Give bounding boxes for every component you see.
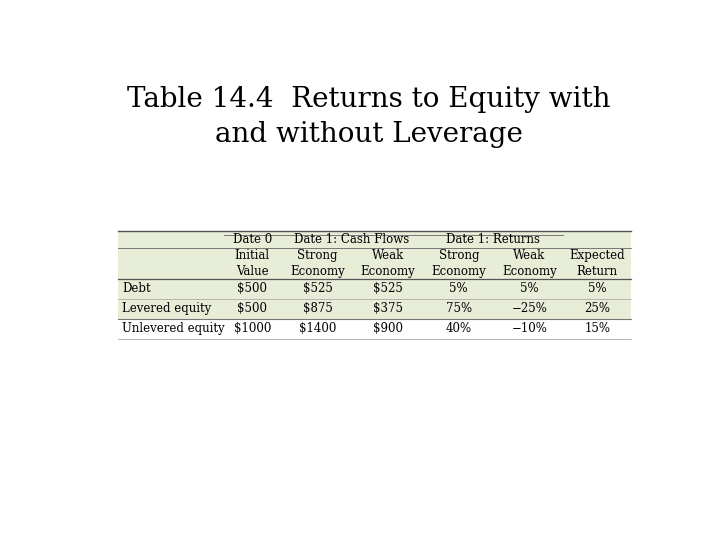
Text: Weak
Economy: Weak Economy — [361, 249, 415, 278]
Text: Date 1: Cash Flows: Date 1: Cash Flows — [294, 233, 409, 246]
Text: Date 1: Returns: Date 1: Returns — [446, 233, 540, 246]
Text: Initial
Value: Initial Value — [235, 249, 270, 278]
Text: 5%: 5% — [588, 282, 607, 295]
Text: −25%: −25% — [511, 302, 547, 315]
Text: Unlevered equity: Unlevered equity — [122, 322, 225, 335]
Text: Table 14.4  Returns to Equity with
and without Leverage: Table 14.4 Returns to Equity with and wi… — [127, 85, 611, 148]
Text: Weak
Economy: Weak Economy — [502, 249, 557, 278]
Text: −10%: −10% — [511, 322, 547, 335]
Text: 5%: 5% — [520, 282, 539, 295]
FancyBboxPatch shape — [118, 231, 631, 319]
Text: $1400: $1400 — [299, 322, 336, 335]
Text: 40%: 40% — [446, 322, 472, 335]
Text: Strong
Economy: Strong Economy — [290, 249, 345, 278]
Text: Debt: Debt — [122, 282, 151, 295]
Text: $525: $525 — [373, 282, 403, 295]
Text: $900: $900 — [373, 322, 403, 335]
Text: Levered equity: Levered equity — [122, 302, 212, 315]
Text: $500: $500 — [238, 302, 267, 315]
Text: Strong
Economy: Strong Economy — [431, 249, 486, 278]
Text: 75%: 75% — [446, 302, 472, 315]
Text: $1000: $1000 — [234, 322, 271, 335]
Text: 25%: 25% — [585, 302, 611, 315]
Text: 5%: 5% — [449, 282, 468, 295]
Text: $375: $375 — [373, 302, 403, 315]
Text: $525: $525 — [302, 282, 333, 295]
Text: Date 0: Date 0 — [233, 233, 272, 246]
Text: 15%: 15% — [585, 322, 611, 335]
Text: $500: $500 — [238, 282, 267, 295]
Text: $875: $875 — [302, 302, 333, 315]
Text: Expected
Return: Expected Return — [570, 249, 625, 278]
